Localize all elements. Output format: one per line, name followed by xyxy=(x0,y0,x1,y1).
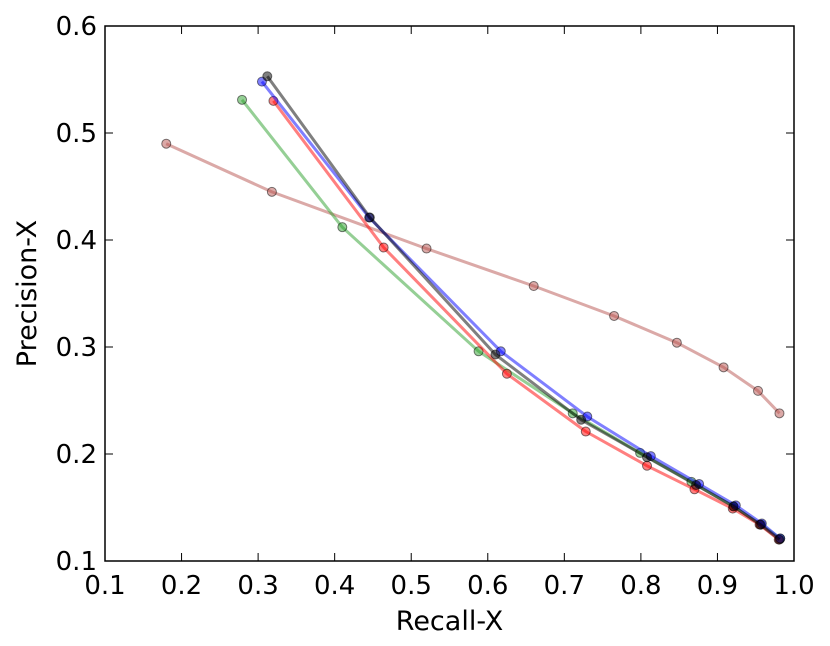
series-5-point xyxy=(262,71,273,82)
x-tick-label: 0.2 xyxy=(161,571,202,601)
ticks-layer: 0.1 0.2 0.3 0.4 0.5 0.6 0.7 0.8 0.9 1.0 0.1 0.2 0.3 0… xyxy=(56,12,815,601)
y-tick-label: 0.5 xyxy=(56,119,97,149)
series-1-point xyxy=(718,362,729,373)
x-tick-label: 0.5 xyxy=(391,571,432,601)
y-axis-title: Precision-X xyxy=(12,220,43,367)
series-2-point xyxy=(237,94,248,105)
x-tick-label: 0.6 xyxy=(467,571,508,601)
series-5-point xyxy=(755,519,766,530)
series-5 xyxy=(262,71,785,545)
series-5-point xyxy=(490,349,501,360)
x-tick-label: 0.4 xyxy=(314,571,355,601)
series-5-point xyxy=(364,212,375,223)
y-tick-label: 0.3 xyxy=(56,333,97,363)
series-3-point xyxy=(580,426,591,437)
x-tick-label: 1.0 xyxy=(773,571,814,601)
series-5-point xyxy=(642,452,653,463)
y-tick-label: 0.2 xyxy=(56,440,97,470)
series-1-point xyxy=(671,337,682,348)
x-tick-label: 0.1 xyxy=(84,571,125,601)
plot-frame xyxy=(104,25,795,562)
x-tick-label: 0.3 xyxy=(237,571,278,601)
series-1-point xyxy=(753,385,764,396)
series-1-point xyxy=(774,408,785,419)
series-1 xyxy=(161,138,785,419)
series-layer xyxy=(161,71,786,545)
series-3-point xyxy=(501,368,512,379)
y-tick-label: 0.6 xyxy=(56,12,97,42)
x-tick-label: 0.8 xyxy=(620,571,661,601)
series-1-point xyxy=(528,281,539,292)
series-3-point xyxy=(642,460,653,471)
series-5-point xyxy=(728,501,739,512)
series-5-point xyxy=(691,480,702,491)
series-1-point xyxy=(266,186,277,197)
x-tick-label: 0.9 xyxy=(697,571,738,601)
y-tick-label: 0.1 xyxy=(56,547,97,577)
y-tick-label: 0.4 xyxy=(56,226,97,256)
series-1-point xyxy=(609,310,620,321)
series-3-point xyxy=(378,242,389,253)
series-1-point xyxy=(161,138,172,149)
series-1-point xyxy=(421,243,432,254)
series-5-point xyxy=(576,414,587,425)
series-2-point xyxy=(337,222,348,233)
x-axis-title: Recall-X xyxy=(396,606,503,637)
x-tick-label: 0.7 xyxy=(544,571,585,601)
series-5-point xyxy=(774,534,785,545)
